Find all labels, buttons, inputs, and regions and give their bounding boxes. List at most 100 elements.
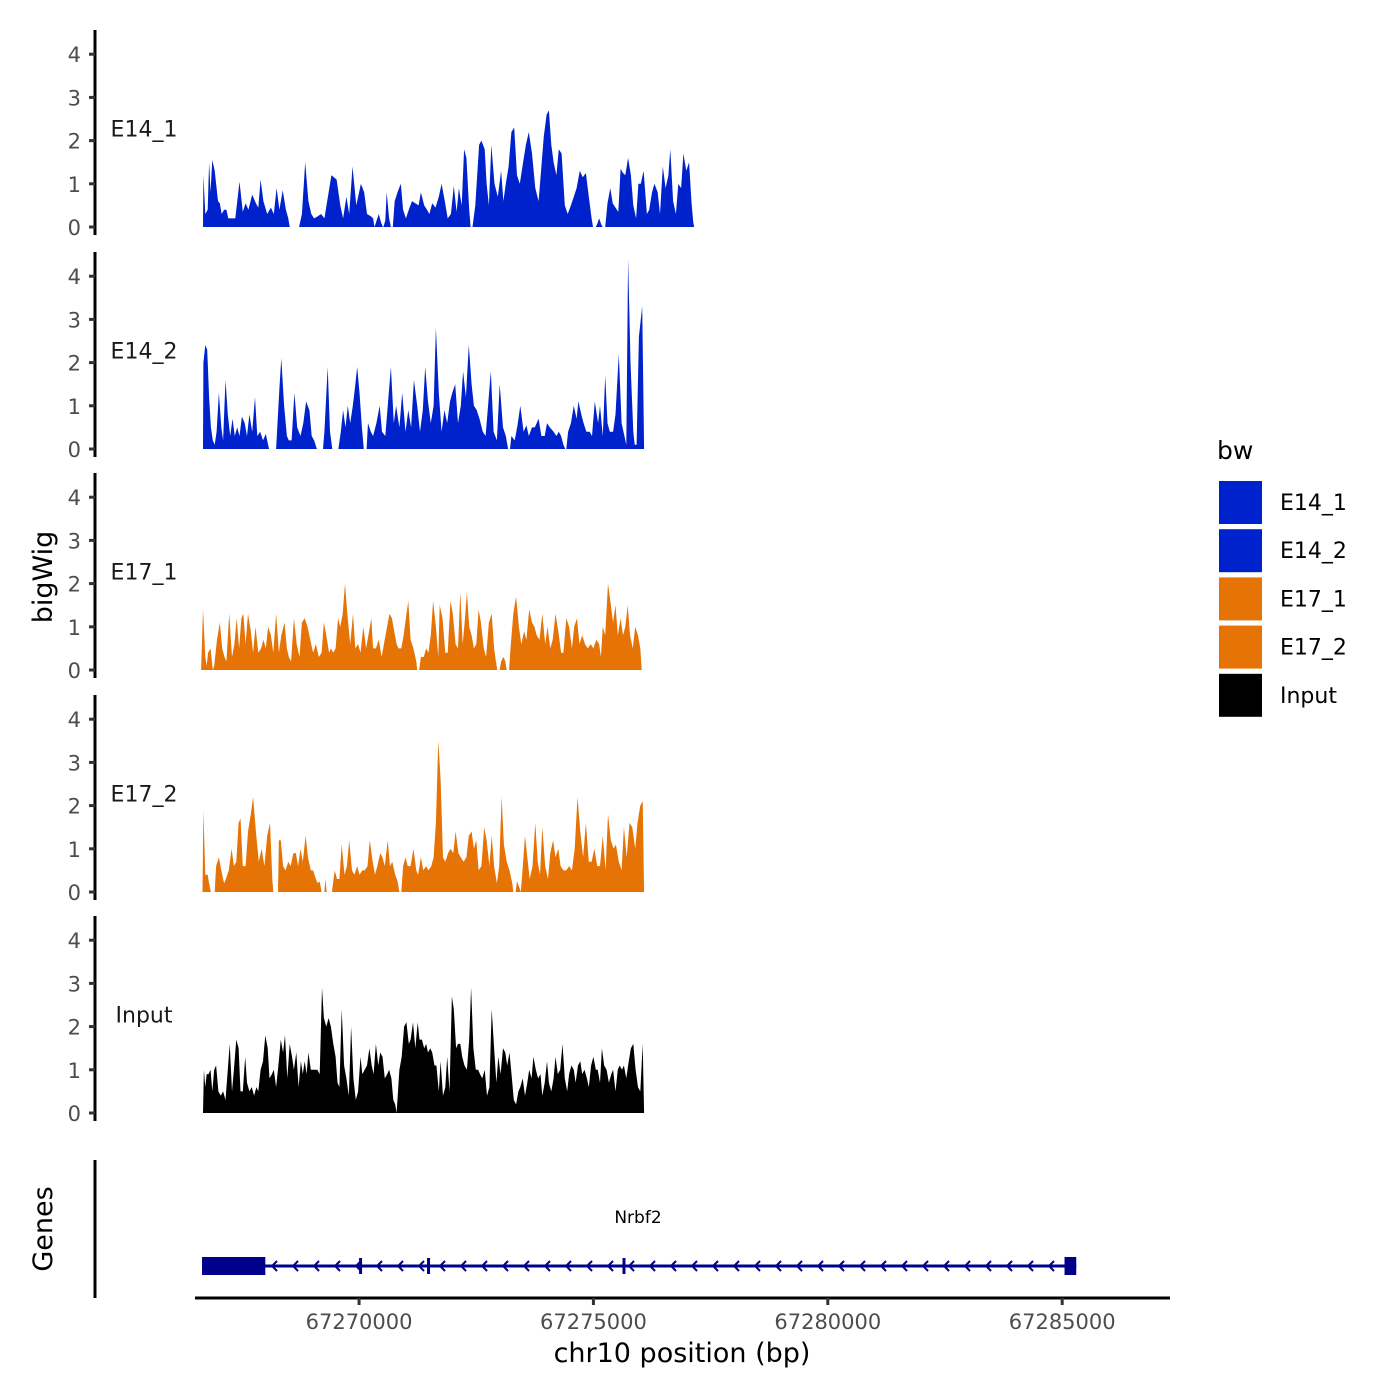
- track-E14_1: 0 1 2 3 4 E14_1: [68, 30, 695, 240]
- strand-chevron: [375, 1260, 383, 1272]
- gene-exon: [1064, 1257, 1077, 1275]
- strand-chevron: [1026, 1260, 1034, 1272]
- strand-chevron: [564, 1260, 572, 1272]
- track-label: E14_2: [111, 339, 178, 364]
- track-label: Input: [116, 1003, 173, 1028]
- legend-label: E17_2: [1280, 636, 1347, 661]
- strand-chevron: [417, 1260, 425, 1272]
- y-tick-label: 0: [68, 216, 81, 240]
- strand-chevron: [501, 1260, 509, 1272]
- y-tick-label: 4: [68, 486, 81, 510]
- legend-swatch: [1217, 575, 1264, 623]
- strand-chevron: [270, 1260, 278, 1272]
- gene-Nrbf2: Nrbf2: [202, 1208, 1077, 1275]
- area-series-E14_2: [203, 258, 645, 449]
- bigwig-tracks: 0 1 2 3 4 E14_1 0 1 2 3 4 E14_2 0 1 2 3 4 E17_1 0 1 2 3 4 E17_2…: [68, 30, 695, 1126]
- strand-chevron: [921, 1260, 929, 1272]
- strand-chevron: [480, 1260, 488, 1272]
- strand-chevron: [690, 1260, 698, 1272]
- y-tick-label: 3: [68, 972, 81, 996]
- x-tick-label: 67285000: [1009, 1310, 1116, 1334]
- area-series-E17_1: [201, 583, 642, 670]
- y-tick-label: 1: [68, 838, 81, 862]
- strand-chevron: [543, 1260, 551, 1272]
- genes-panel: Nrbf2: [93, 1160, 1077, 1298]
- legend-label: E14_2: [1280, 539, 1347, 564]
- strand-chevron: [816, 1260, 824, 1272]
- track-label: E17_2: [111, 782, 178, 807]
- y-tick-label: 0: [68, 881, 81, 905]
- strand-chevron: [774, 1260, 782, 1272]
- strand-chevron: [648, 1260, 656, 1272]
- area-series-E14_1: [203, 110, 695, 227]
- track-E17_2: 0 1 2 3 4 E17_2: [68, 695, 645, 905]
- y-tick-label: 1: [68, 395, 81, 419]
- legend-label: E17_1: [1280, 587, 1347, 612]
- area-series-Input: [203, 987, 645, 1113]
- track-E14_2: 0 1 2 3 4 E14_2: [68, 252, 645, 462]
- legend-swatch: [1217, 479, 1264, 526]
- gene-label: Nrbf2: [614, 1208, 661, 1228]
- strand-chevron: [732, 1260, 740, 1272]
- strand-chevron: [522, 1260, 530, 1272]
- y-tick-label: 3: [68, 751, 81, 775]
- y-tick-label: 3: [68, 308, 81, 332]
- gene-exon: [622, 1258, 626, 1274]
- y-tick-label: 1: [68, 1059, 81, 1083]
- gene-exon: [427, 1258, 431, 1274]
- strand-chevron: [837, 1260, 845, 1272]
- x-tick-label: 67270000: [306, 1310, 413, 1334]
- strand-chevron: [1047, 1260, 1055, 1272]
- y-tick-label: 2: [68, 1016, 81, 1040]
- strand-chevron: [753, 1260, 761, 1272]
- y-tick-label: 4: [68, 929, 81, 953]
- track-Input: 0 1 2 3 4 Input: [68, 916, 645, 1126]
- strand-chevron: [438, 1260, 446, 1272]
- y-tick-label: 4: [68, 265, 81, 289]
- strand-chevron: [459, 1260, 467, 1272]
- strand-chevron: [396, 1260, 404, 1272]
- strand-chevron: [900, 1260, 908, 1272]
- y-tick-label: 2: [68, 352, 81, 376]
- y-tick-label: 1: [68, 173, 81, 197]
- track-label: E14_1: [111, 117, 178, 142]
- y-tick-label: 4: [68, 43, 81, 67]
- strand-chevron: [669, 1260, 677, 1272]
- legend-label: E14_1: [1280, 491, 1347, 516]
- strand-chevron: [711, 1260, 719, 1272]
- x-tick-label: 67275000: [540, 1310, 647, 1334]
- track-E17_1: 0 1 2 3 4 E17_1: [68, 473, 642, 683]
- strand-chevron: [291, 1260, 299, 1272]
- legend-swatch: [1217, 527, 1264, 575]
- y-tick-label: 2: [68, 795, 81, 819]
- y-tick-label: 4: [68, 708, 81, 732]
- y-tick-label: 2: [68, 130, 81, 154]
- x-axis: 67270000 67275000 67280000 67285000: [195, 1296, 1170, 1334]
- legend-label: Input: [1280, 684, 1337, 709]
- y-tick-label: 3: [68, 86, 81, 110]
- strand-chevron: [984, 1260, 992, 1272]
- legend-swatch: [1217, 623, 1264, 671]
- area-series-E17_2: [202, 740, 645, 892]
- strand-chevron: [858, 1260, 866, 1272]
- y-tick-label: 0: [68, 438, 81, 462]
- y-tick-label: 2: [68, 573, 81, 597]
- y-tick-label: 1: [68, 616, 81, 640]
- genes-axis-title: Genes: [28, 1186, 59, 1271]
- strand-chevron: [606, 1260, 614, 1272]
- strand-chevron: [627, 1260, 635, 1272]
- strand-chevron: [333, 1260, 341, 1272]
- strand-chevron: [1005, 1260, 1013, 1272]
- legend-swatch: [1217, 671, 1264, 719]
- strand-chevron: [312, 1260, 320, 1272]
- x-tick-label: 67280000: [774, 1310, 881, 1334]
- strand-chevron: [585, 1260, 593, 1272]
- y-tick-label: 3: [68, 529, 81, 553]
- gene-exon: [202, 1257, 266, 1275]
- strand-chevron: [879, 1260, 887, 1272]
- strand-chevron: [963, 1260, 971, 1272]
- x-axis-title: chr10 position (bp): [554, 1338, 811, 1369]
- legend: bw E14_1 E14_2 E17_1 E17_2 Input: [1217, 436, 1347, 719]
- legend-title: bw: [1217, 436, 1253, 465]
